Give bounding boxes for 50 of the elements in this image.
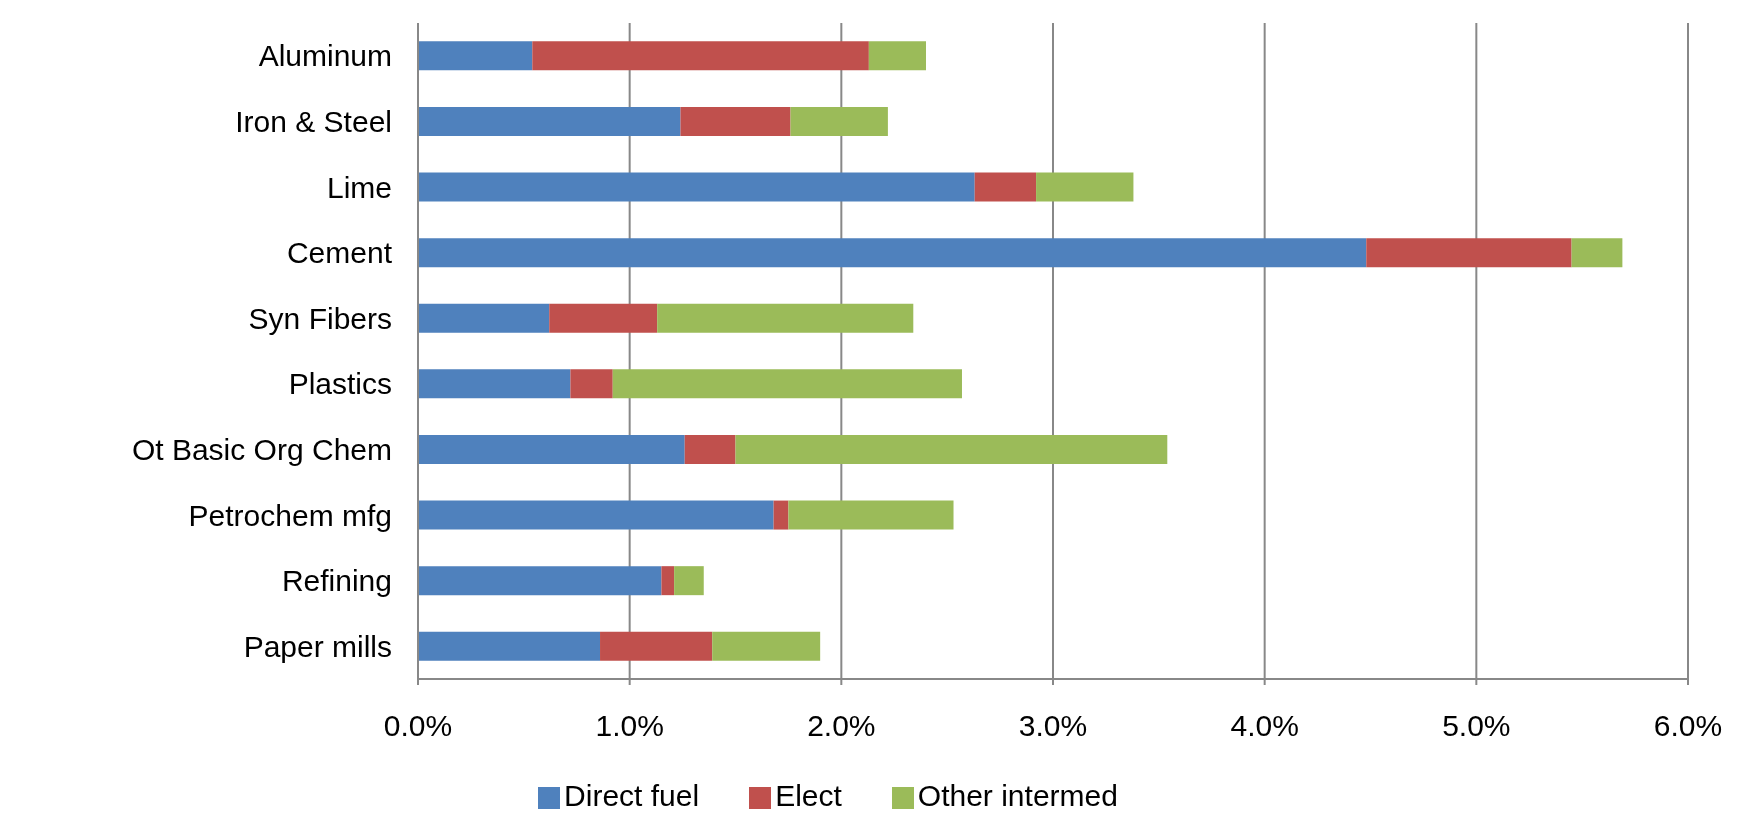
bar bbox=[674, 566, 704, 596]
bar bbox=[612, 369, 962, 399]
bar bbox=[684, 434, 736, 464]
bar bbox=[790, 106, 888, 136]
y-tick-label: Iron & Steel bbox=[235, 105, 392, 139]
legend-label: Elect bbox=[775, 779, 842, 812]
bar bbox=[1036, 172, 1134, 202]
bar bbox=[549, 303, 658, 333]
bar bbox=[788, 500, 954, 530]
bar bbox=[735, 434, 1168, 464]
legend-label: Direct fuel bbox=[564, 779, 700, 812]
bar bbox=[418, 106, 681, 136]
bar bbox=[1571, 238, 1623, 268]
bar bbox=[570, 369, 613, 399]
x-tick-label: 4.0% bbox=[1230, 709, 1299, 743]
bar bbox=[418, 566, 662, 596]
bar bbox=[418, 369, 571, 399]
bar bbox=[418, 41, 533, 71]
bar bbox=[418, 238, 1367, 268]
bar bbox=[1366, 238, 1572, 268]
bar bbox=[661, 566, 675, 596]
y-tick-label: Lime bbox=[326, 170, 392, 204]
bar bbox=[657, 303, 914, 333]
y-tick-label: Petrochem mfg bbox=[188, 498, 392, 532]
bar bbox=[868, 41, 926, 71]
bar bbox=[773, 500, 789, 530]
bar bbox=[532, 41, 869, 71]
bar bbox=[600, 631, 713, 661]
bar bbox=[680, 106, 791, 136]
bar bbox=[418, 172, 975, 202]
y-tick-label: Refining bbox=[281, 564, 392, 598]
y-tick-label: Cement bbox=[286, 236, 393, 270]
y-tick-label: Paper mills bbox=[243, 629, 392, 663]
bar bbox=[712, 631, 821, 661]
x-tick-label: 1.0% bbox=[595, 709, 664, 743]
x-tick-label: 0.0% bbox=[383, 709, 453, 743]
x-tick-label: 3.0% bbox=[1018, 709, 1088, 743]
bar bbox=[418, 303, 550, 333]
bar bbox=[418, 500, 774, 530]
x-tick-label: 5.0% bbox=[1442, 709, 1511, 743]
y-tick-label: Syn Fibers bbox=[248, 301, 392, 335]
y-tick-label: Ot Basic Org Chem bbox=[131, 433, 392, 467]
bar bbox=[974, 172, 1037, 202]
legend-label: Other intermed bbox=[917, 779, 1118, 812]
bar bbox=[418, 434, 685, 464]
y-tick-label: Plastics bbox=[288, 367, 392, 401]
x-tick-label: 2.0% bbox=[807, 709, 876, 743]
x-tick-label: 6.0% bbox=[1653, 709, 1723, 743]
bar bbox=[418, 631, 601, 661]
y-tick-label: Aluminum bbox=[258, 39, 392, 73]
